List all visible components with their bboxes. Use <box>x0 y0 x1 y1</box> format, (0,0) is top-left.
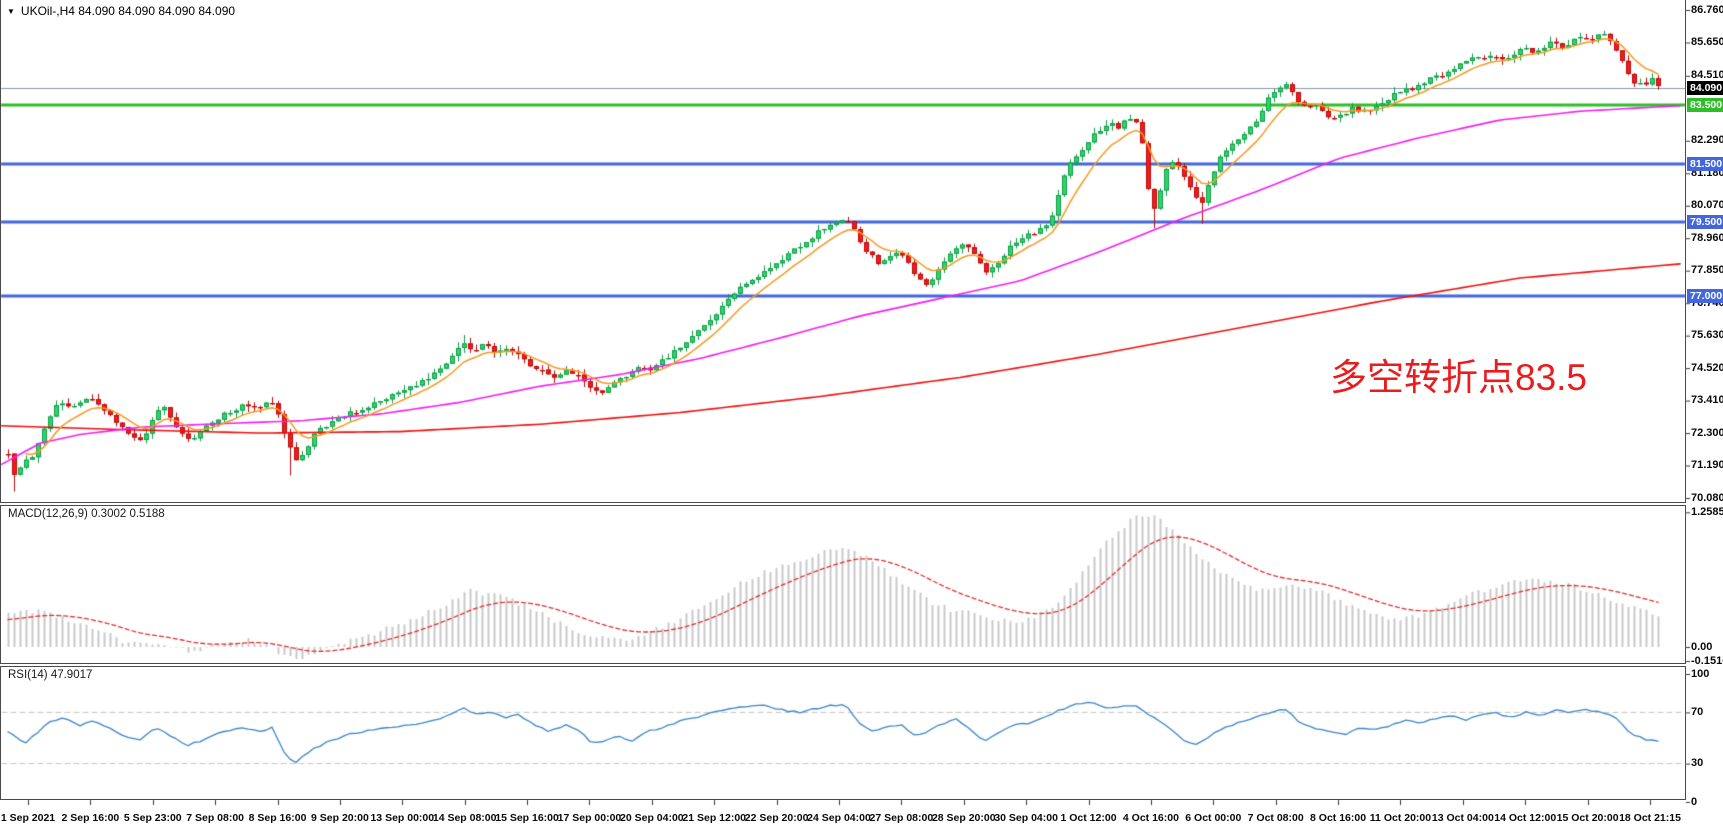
time-axis-label: 18 Oct 21:15 <box>1619 812 1681 824</box>
time-axis-label: 28 Sep 20:00 <box>931 812 996 824</box>
rsi-axis-tick-label: 100 <box>1691 667 1710 680</box>
price-axis-tick-label: 77.850 <box>1691 264 1723 277</box>
time-axis-label: 2 Sep 16:00 <box>61 812 120 824</box>
price-line-badge: 81.500 <box>1687 157 1723 171</box>
price-axis-tick-label: 75.630 <box>1691 329 1723 342</box>
time-axis-label: 7 Oct 08:00 <box>1247 812 1304 824</box>
time-axis-label: 5 Sep 23:00 <box>123 812 182 824</box>
price-axis-tick-label: 80.070 <box>1691 199 1723 212</box>
time-axis-label: 15 Oct 20:00 <box>1556 812 1619 824</box>
time-axis-label: 11 Oct 20:00 <box>1369 812 1432 824</box>
macd-axis-tick-label: 1.2585 <box>1691 505 1723 518</box>
price-axis-tick-label: 86.760 <box>1691 3 1723 16</box>
time-axis-label: 21 Sep 12:00 <box>682 812 747 824</box>
price-axis-tick-label: 71.190 <box>1691 459 1723 472</box>
time-axis-label: 17 Sep 00:00 <box>557 812 622 824</box>
price-axis-tick-label: 74.520 <box>1691 361 1723 374</box>
time-axis-label: 4 Oct 16:00 <box>1122 812 1179 824</box>
time-axis-label: 7 Sep 08:00 <box>186 812 245 824</box>
price-axis-tick-label: 84.510 <box>1691 69 1723 82</box>
pivot-annotation-text: 多空转折点83.5 <box>1330 357 1588 398</box>
rsi-axis-tick-label: 70 <box>1691 705 1704 718</box>
time-axis-label: 15 Sep 16:00 <box>495 812 559 824</box>
chart-title: UKOil-,H4 84.090 84.090 84.090 84.090 <box>20 4 236 18</box>
time-axis-label: 13 Sep 00:00 <box>370 812 435 824</box>
price-line-badge: 77.000 <box>1687 289 1723 303</box>
chart-header: ▼ UKOil-,H4 84.090 84.090 84.090 84.090 <box>7 4 235 18</box>
rsi-panel[interactable] <box>0 666 1686 800</box>
symbol-dropdown-icon[interactable]: ▼ <box>7 7 15 16</box>
time-axis-label: 1 Oct 12:00 <box>1060 812 1117 824</box>
time-axis-label: 20 Sep 04:00 <box>620 812 684 824</box>
time-axis-label: 8 Oct 16:00 <box>1310 812 1367 824</box>
time-axis-label: 22 Sep 20:00 <box>744 812 809 824</box>
price-axis-tick-label: 72.300 <box>1691 426 1723 439</box>
time-axis-label: 1 Sep 2021 <box>0 812 56 824</box>
price-line-badge: 84.090 <box>1687 81 1723 95</box>
time-axis-label: 24 Sep 04:00 <box>807 812 871 824</box>
rsi-axis-tick-label: 30 <box>1691 757 1704 770</box>
price-line-badge: 79.500 <box>1687 215 1723 229</box>
time-axis-label: 27 Sep 08:00 <box>869 812 934 824</box>
macd-axis-tick-label: 0.00 <box>1691 640 1713 653</box>
time-axis-label: 8 Sep 16:00 <box>248 812 307 824</box>
macd-axis-tick-label: -0.1516 <box>1691 654 1723 667</box>
rsi-axis-tick-label: 0 <box>1691 795 1698 808</box>
price-axis-tick-label: 70.080 <box>1691 491 1723 504</box>
price-axis-tick-label: 78.960 <box>1691 231 1723 244</box>
price-axis-tick-label: 82.290 <box>1691 134 1723 147</box>
time-axis-label: 14 Oct 12:00 <box>1494 812 1557 824</box>
price-chart-panel[interactable] <box>0 0 1686 503</box>
rsi-indicator-label: RSI(14) 47.9017 <box>8 669 93 681</box>
time-axis-label: 6 Oct 00:00 <box>1185 812 1242 824</box>
time-axis-label: 14 Sep 08:00 <box>432 812 497 824</box>
price-axis-tick-label: 85.650 <box>1691 35 1723 48</box>
price-axis-tick-label: 73.410 <box>1691 394 1723 407</box>
time-axis-label: 9 Sep 20:00 <box>311 812 369 824</box>
time-axis-label: 13 Oct 04:00 <box>1431 812 1494 824</box>
macd-panel[interactable] <box>0 505 1686 664</box>
macd-indicator-label: MACD(12,26,9) 0.3002 0.5188 <box>8 508 165 520</box>
price-line-badge: 83.500 <box>1687 98 1723 112</box>
time-axis-label: 30 Sep 04:00 <box>994 812 1058 824</box>
